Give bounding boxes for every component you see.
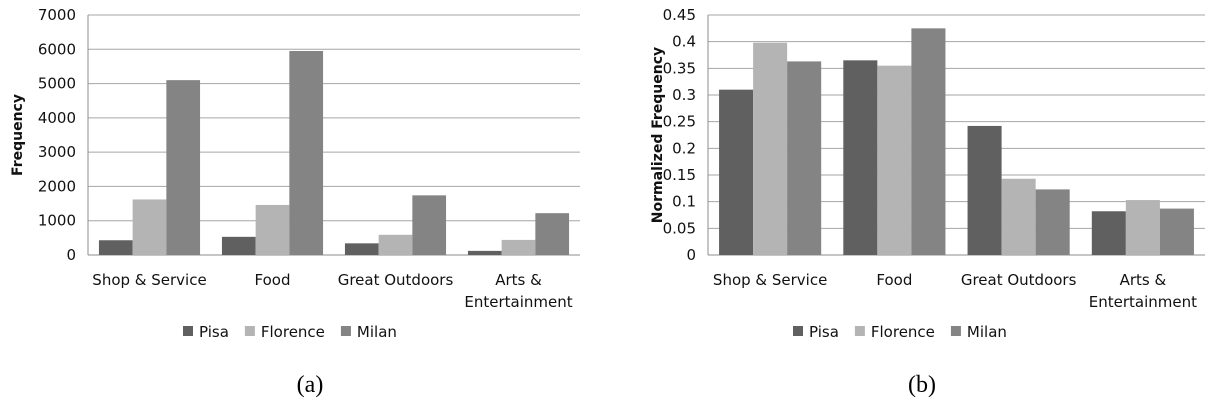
bar-florence (378, 234, 413, 255)
chart-frequency: 0 1000 2000 3000 4000 5000 6000 7000 Frequency Sh… (10, 6, 580, 398)
legend-label-milan: Milan (357, 323, 397, 341)
bar-milan (1035, 189, 1070, 255)
bar-florence (501, 239, 536, 255)
y-tick-label: 1000 (38, 212, 76, 230)
legend-swatch-pisa (183, 326, 193, 336)
x-tick-label: Food (255, 271, 291, 289)
legend-label-pisa: Pisa (809, 323, 839, 341)
y-axis-label: Normalized Frequency (650, 47, 666, 223)
legend-label-florence: Florence (261, 323, 325, 341)
y-tick-label: 0.3 (672, 86, 696, 104)
chart-normalized-frequency: 0 0.05 0.1 0.15 0.2 0.25 0.3 0.35 0.4 0.45 Normali… (650, 6, 1205, 398)
y-tick-label: 3000 (38, 143, 76, 161)
bar-florence (753, 42, 788, 255)
bar-pisa (344, 243, 379, 255)
legend-label-florence: Florence (871, 323, 935, 341)
y-tick-label: 0.45 (663, 6, 696, 24)
y-tick-label: 6000 (38, 40, 76, 58)
x-tick-label: Arts & (1120, 271, 1167, 289)
bar-milan (911, 28, 946, 256)
bar-pisa (221, 236, 256, 255)
bar-milan (289, 51, 324, 255)
figure-caption: (b) (908, 372, 936, 398)
y-tick-label: 0.15 (663, 166, 696, 184)
x-tick-label: Food (876, 271, 912, 289)
y-tick-label: 5000 (38, 75, 76, 93)
figure-caption: (a) (297, 372, 324, 398)
bar-milan (412, 195, 447, 255)
x-tick-label: Entertainment (464, 293, 572, 311)
bar-pisa (843, 60, 878, 256)
legend-swatch-florence (854, 326, 865, 336)
y-tick-label: 4000 (38, 109, 76, 127)
y-tick-label: 0.05 (663, 219, 696, 237)
bar-florence (1125, 200, 1160, 255)
bar-pisa (1091, 211, 1126, 255)
legend-swatch-milan (340, 326, 351, 336)
y-tick-label: 2000 (38, 177, 76, 195)
y-tick-label: 0 (686, 246, 696, 264)
x-tick-label: Shop & Service (713, 271, 827, 289)
x-tick-label: Great Outdoors (961, 271, 1077, 289)
y-tick-label: 0 (66, 246, 76, 264)
x-tick-label: Shop & Service (92, 271, 206, 289)
bar-milan (1159, 208, 1194, 255)
bar-pisa (719, 89, 754, 256)
y-tick-label: 0.1 (672, 193, 696, 211)
x-tick-label: Entertainment (1089, 293, 1197, 311)
bar-milan (535, 213, 570, 255)
bar-florence (132, 199, 167, 255)
y-tick-label: 7000 (38, 6, 76, 24)
y-tick-label: 0.2 (672, 139, 696, 157)
bar-florence (1001, 178, 1036, 255)
legend-label-milan: Milan (967, 323, 1007, 341)
bar-pisa (467, 250, 502, 255)
legend-label-pisa: Pisa (199, 323, 229, 341)
y-tick-label: 0.25 (663, 113, 696, 131)
bar-milan (787, 61, 822, 256)
bar-milan (166, 80, 201, 256)
y-tick-label: 0.35 (663, 59, 696, 77)
bar-pisa (967, 125, 1002, 255)
y-tick-label: 0.4 (672, 33, 696, 51)
bar-florence (877, 65, 912, 256)
legend-swatch-florence (244, 326, 255, 336)
y-axis-label: Frequency (10, 94, 26, 176)
legend-swatch-milan (950, 326, 961, 336)
x-tick-label: Great Outdoors (338, 271, 454, 289)
x-tick-label: Arts & (495, 271, 542, 289)
bar-pisa (98, 240, 133, 255)
legend-swatch-pisa (793, 326, 803, 336)
bar-florence (255, 204, 290, 255)
